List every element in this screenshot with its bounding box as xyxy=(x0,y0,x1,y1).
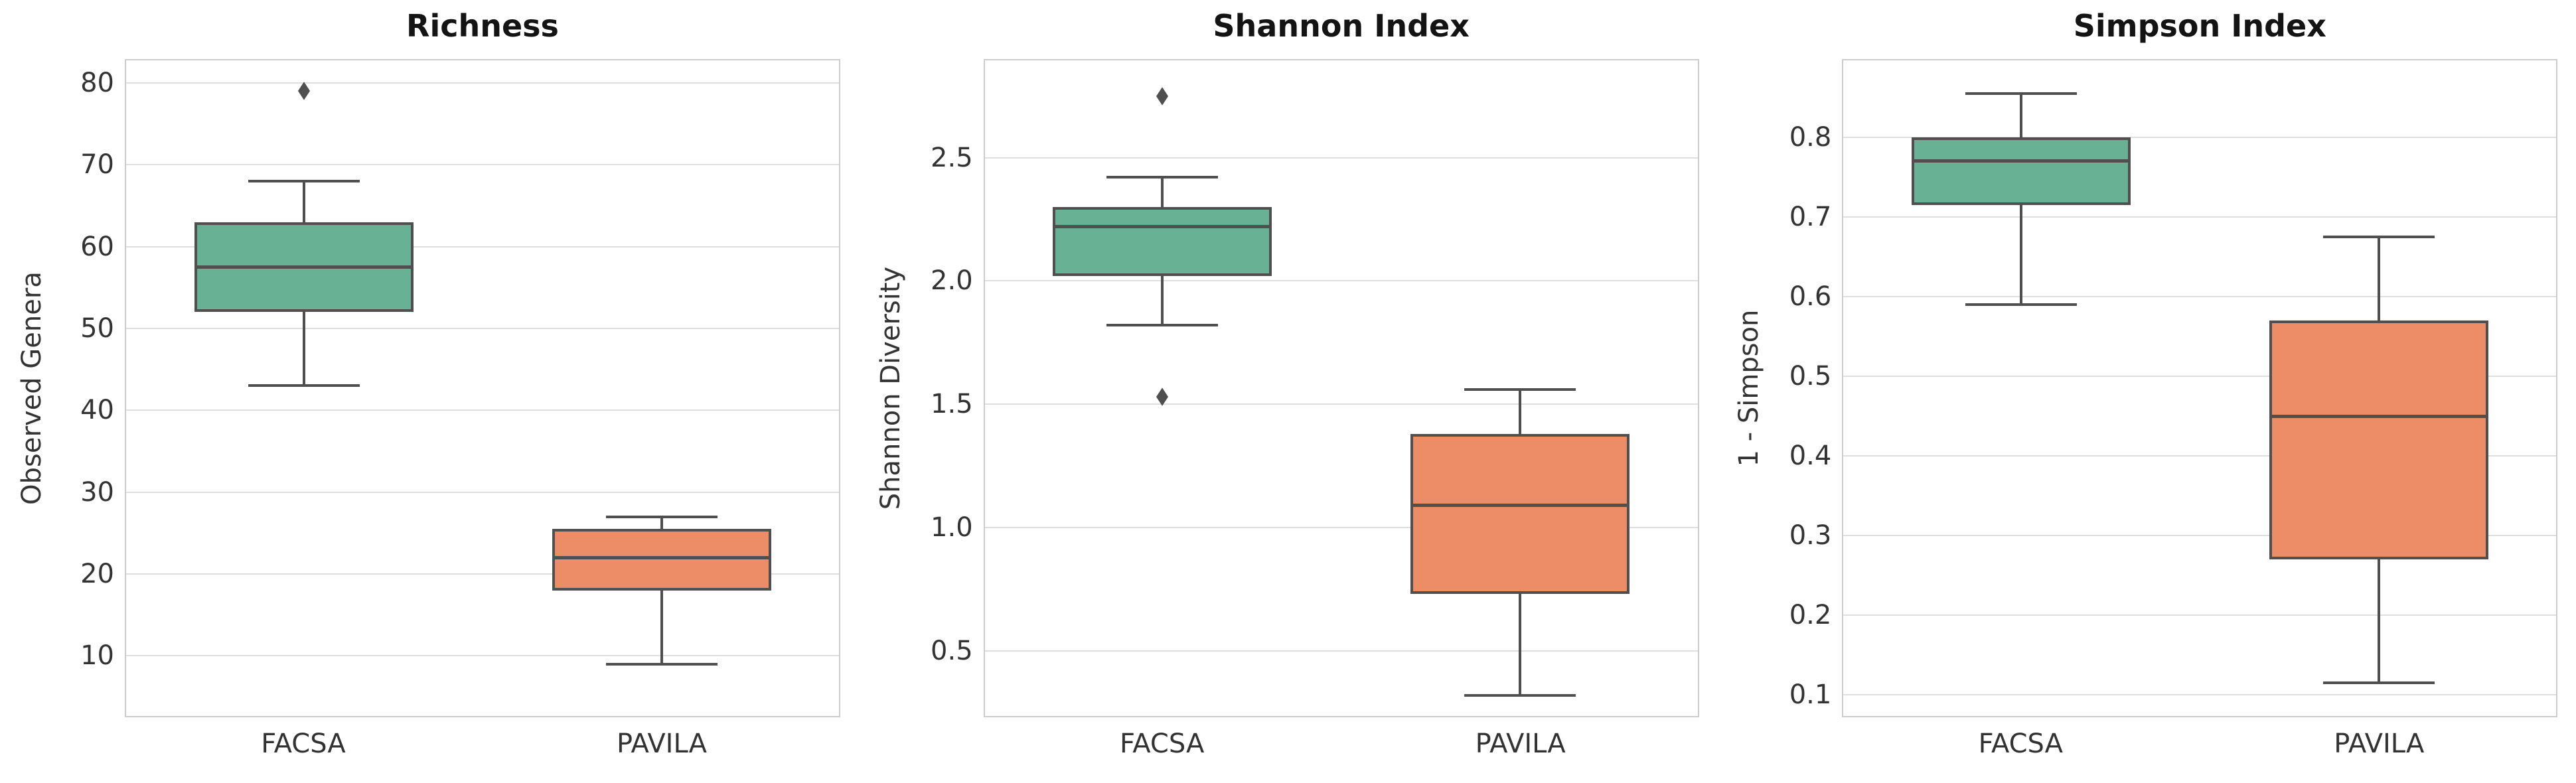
whisker-lower-facsa xyxy=(2019,204,2022,305)
whisker-cap-low-pavila xyxy=(1464,693,1576,697)
median-line-facsa xyxy=(194,265,414,269)
box-pavila xyxy=(2269,320,2488,560)
y-tick-label: 0.2 xyxy=(1789,600,1832,631)
y-tick-label: 20 xyxy=(80,559,114,590)
whisker-cap-low-pavila xyxy=(2322,681,2435,685)
x-tick-label-facsa: FACSA xyxy=(1978,729,2064,759)
box-facsa xyxy=(1911,137,2131,205)
median-line-pavila xyxy=(1410,503,1630,507)
x-tick-label-facsa: FACSA xyxy=(1119,729,1205,759)
gridline xyxy=(126,246,839,248)
whisker-lower-pavila xyxy=(660,590,663,664)
gridline xyxy=(126,409,839,411)
y-tick-label: 2.5 xyxy=(931,142,973,173)
gridline xyxy=(126,82,839,84)
whisker-cap-high-facsa xyxy=(1106,176,1219,179)
y-tick-label: 0.5 xyxy=(1789,360,1832,392)
whisker-cap-low-facsa xyxy=(248,384,360,388)
plot-area xyxy=(125,59,840,717)
y-tick-label: 70 xyxy=(80,149,114,180)
y-tick-label: 2.0 xyxy=(931,265,973,297)
gridline xyxy=(984,157,1698,159)
median-line-facsa xyxy=(1911,159,2131,163)
median-line-pavila xyxy=(2269,414,2488,418)
box-pavila xyxy=(552,529,771,591)
whisker-cap-high-facsa xyxy=(248,179,360,182)
gridline xyxy=(984,403,1698,405)
whisker-cap-low-facsa xyxy=(1106,324,1219,327)
box-facsa xyxy=(1053,206,1272,276)
panel-richness: Richness Observed Genera FACSA PAVILA 10… xyxy=(0,0,859,783)
whisker-cap-low-facsa xyxy=(1965,303,2077,306)
gridline xyxy=(126,491,839,493)
whisker-lower-facsa xyxy=(302,312,305,386)
whisker-upper-facsa xyxy=(1161,177,1164,207)
y-tick-label: 0.8 xyxy=(1789,121,1832,153)
gridline xyxy=(1843,614,2557,616)
whisker-upper-pavila xyxy=(660,516,663,530)
y-tick-label: 60 xyxy=(80,231,114,262)
gridline xyxy=(1843,694,2557,696)
x-tick-label-pavila: PAVILA xyxy=(616,729,708,759)
y-tick-label: 50 xyxy=(80,313,114,344)
panel-shannon-index: Shannon Index Shannon Diversity FACSA PA… xyxy=(859,0,1718,783)
panel-simpson-index: Simpson Index 1 - Simpson FACSA PAVILA 0… xyxy=(1717,0,2576,783)
whisker-cap-high-pavila xyxy=(2322,235,2435,238)
gridline xyxy=(1843,216,2557,218)
y-tick-label: 0.1 xyxy=(1789,679,1832,711)
y-tick-label: 1.5 xyxy=(931,389,973,420)
gridline xyxy=(1843,136,2557,138)
whisker-cap-low-pavila xyxy=(605,662,718,666)
gridline xyxy=(126,327,839,329)
y-tick-label: 40 xyxy=(80,395,114,426)
x-tick-label-facsa: FACSA xyxy=(261,729,346,759)
y-axis-label: Observed Genera xyxy=(17,271,47,505)
y-tick-label: 30 xyxy=(80,476,114,508)
x-tick-label-pavila: PAVILA xyxy=(1475,729,1566,759)
panel-title: Richness xyxy=(406,8,559,44)
whisker-cap-high-pavila xyxy=(605,515,718,518)
gridline xyxy=(1843,535,2557,537)
box-pavila xyxy=(1410,433,1630,595)
whisker-upper-pavila xyxy=(1519,389,1522,434)
panel-title: Shannon Index xyxy=(1213,8,1470,44)
panel-title: Simpson Index xyxy=(2073,8,2326,44)
y-tick-label: 0.4 xyxy=(1789,441,1832,472)
median-line-facsa xyxy=(1053,225,1272,229)
whisker-upper-facsa xyxy=(302,180,305,222)
median-line-pavila xyxy=(552,555,771,559)
whisker-lower-pavila xyxy=(1519,594,1522,695)
y-tick-label: 1.0 xyxy=(931,512,973,543)
y-axis-label: Shannon Diversity xyxy=(875,266,906,510)
gridline xyxy=(984,280,1698,282)
whisker-cap-high-facsa xyxy=(1965,92,2077,95)
y-tick-label: 0.6 xyxy=(1789,281,1832,312)
y-tick-label: 10 xyxy=(80,640,114,672)
gridline xyxy=(126,164,839,166)
whisker-lower-pavila xyxy=(2377,559,2380,683)
gridline xyxy=(984,526,1698,528)
gridline xyxy=(1843,455,2557,457)
y-tick-label: 0.7 xyxy=(1789,201,1832,232)
gridline xyxy=(126,655,839,657)
x-tick-label-pavila: PAVILA xyxy=(2334,729,2425,759)
gridline xyxy=(126,573,839,575)
whisker-upper-pavila xyxy=(2377,236,2380,320)
whisker-upper-facsa xyxy=(2019,93,2022,137)
plot-area xyxy=(983,59,1699,717)
gridline xyxy=(984,650,1698,652)
plot-area xyxy=(1842,59,2558,717)
y-tick-label: 80 xyxy=(80,67,114,98)
gridline xyxy=(1843,375,2557,377)
whisker-cap-high-pavila xyxy=(1464,388,1576,391)
y-tick-label: 0.5 xyxy=(931,635,973,666)
gridline xyxy=(1843,295,2557,297)
y-tick-label: 0.3 xyxy=(1789,520,1832,551)
whisker-lower-facsa xyxy=(1161,275,1164,326)
